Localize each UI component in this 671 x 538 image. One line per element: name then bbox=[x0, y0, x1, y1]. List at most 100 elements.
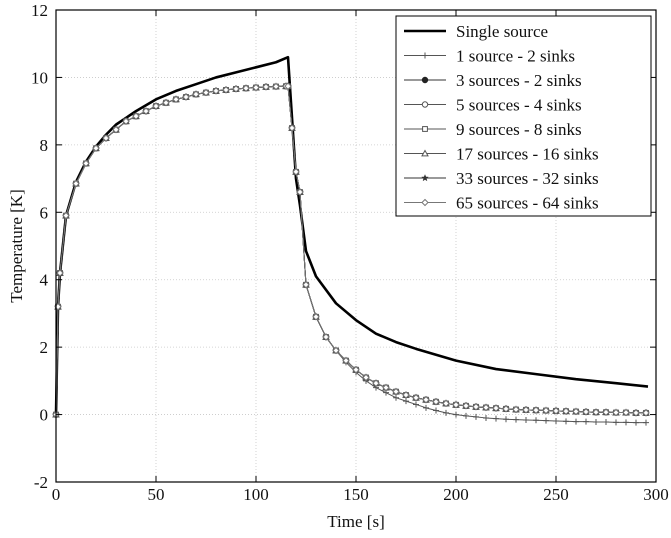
data-point bbox=[262, 83, 270, 91]
data-point bbox=[503, 416, 509, 423]
data-point bbox=[62, 211, 70, 220]
y-tick-label: 6 bbox=[40, 203, 49, 222]
y-tick-label: 8 bbox=[40, 136, 49, 155]
data-point bbox=[613, 419, 619, 426]
data-point bbox=[413, 401, 419, 408]
data-point bbox=[162, 99, 170, 107]
series-line bbox=[54, 55, 649, 415]
data-point bbox=[632, 409, 640, 417]
data-point bbox=[592, 408, 600, 416]
data-point bbox=[452, 401, 460, 409]
data-point bbox=[612, 408, 620, 417]
data-point bbox=[583, 418, 589, 425]
data-point bbox=[572, 407, 580, 416]
y-tick-label: 4 bbox=[40, 271, 49, 290]
data-point bbox=[222, 86, 230, 94]
data-point bbox=[322, 333, 330, 341]
data-point bbox=[182, 93, 190, 101]
legend-label-1: Single source bbox=[456, 22, 548, 41]
y-axis-label: Temperature [K] bbox=[7, 189, 26, 303]
legend-marker-2 bbox=[422, 52, 428, 59]
x-tick-label: 0 bbox=[52, 485, 61, 504]
data-point bbox=[423, 404, 429, 411]
legend-label-4: 5 sources - 4 sinks bbox=[456, 96, 582, 115]
legend-label-7: 33 sources - 32 sinks bbox=[456, 169, 599, 188]
data-point bbox=[284, 82, 292, 90]
series-1 bbox=[54, 55, 649, 415]
series-8 bbox=[52, 82, 650, 419]
legend-marker-3 bbox=[421, 76, 429, 84]
data-point bbox=[543, 417, 549, 424]
legend-marker-5 bbox=[422, 126, 428, 132]
data-point bbox=[352, 366, 360, 374]
data-point bbox=[533, 417, 539, 424]
data-point bbox=[122, 117, 130, 125]
y-tick-label: 12 bbox=[31, 1, 48, 20]
x-tick-label: 200 bbox=[443, 485, 469, 504]
legend-marker-8 bbox=[421, 198, 429, 207]
data-point bbox=[362, 373, 370, 382]
data-point bbox=[82, 159, 90, 168]
legend-box bbox=[395, 15, 652, 217]
data-point bbox=[132, 112, 140, 120]
data-point bbox=[422, 396, 430, 404]
data-point bbox=[232, 85, 240, 93]
data-point bbox=[152, 102, 160, 110]
data-point bbox=[372, 379, 380, 387]
data-point bbox=[523, 416, 529, 423]
data-point bbox=[432, 398, 440, 406]
data-point bbox=[513, 416, 519, 423]
data-point bbox=[563, 418, 569, 425]
data-point bbox=[642, 409, 650, 417]
data-point bbox=[502, 405, 510, 413]
data-point bbox=[453, 411, 459, 418]
data-point bbox=[562, 407, 570, 415]
data-point bbox=[56, 269, 64, 277]
data-point bbox=[473, 413, 479, 420]
data-point bbox=[342, 356, 350, 365]
data-point bbox=[643, 419, 649, 426]
data-point bbox=[522, 406, 530, 414]
data-point bbox=[512, 405, 520, 414]
data-point bbox=[442, 399, 450, 408]
data-point bbox=[112, 125, 120, 134]
series-lines bbox=[52, 55, 650, 426]
data-point bbox=[142, 107, 150, 115]
data-point bbox=[623, 419, 629, 426]
data-point bbox=[443, 409, 449, 416]
data-point bbox=[102, 134, 110, 142]
data-point bbox=[72, 179, 80, 188]
data-point bbox=[412, 394, 420, 402]
legend: Single source 1 source - 2 sinks 3 sources… bbox=[395, 15, 652, 217]
data-point bbox=[202, 88, 210, 97]
y-tick-label: 2 bbox=[40, 338, 49, 357]
data-point bbox=[288, 124, 296, 132]
data-point bbox=[493, 415, 499, 422]
data-point bbox=[332, 346, 340, 355]
data-point bbox=[593, 418, 599, 425]
x-tick-label: 250 bbox=[543, 485, 569, 504]
legend-label-6: 17 sources - 16 sinks bbox=[456, 145, 599, 164]
x-tick-label: 50 bbox=[148, 485, 165, 504]
data-point bbox=[602, 408, 610, 416]
data-point bbox=[393, 394, 399, 401]
data-point bbox=[542, 406, 550, 415]
data-point bbox=[402, 391, 410, 399]
data-point bbox=[403, 398, 409, 405]
y-tick-label: 10 bbox=[31, 68, 48, 87]
data-point bbox=[532, 406, 540, 414]
data-point bbox=[482, 403, 490, 412]
data-point bbox=[603, 418, 609, 425]
data-point bbox=[392, 387, 400, 396]
data-point bbox=[573, 418, 579, 425]
data-point bbox=[472, 403, 480, 411]
legend-marker-4 bbox=[421, 101, 429, 108]
data-point bbox=[582, 408, 590, 416]
data-point bbox=[92, 144, 100, 152]
legend-marker-7 bbox=[421, 174, 429, 182]
data-point bbox=[296, 188, 304, 196]
data-point bbox=[553, 417, 559, 424]
data-point bbox=[312, 313, 320, 321]
